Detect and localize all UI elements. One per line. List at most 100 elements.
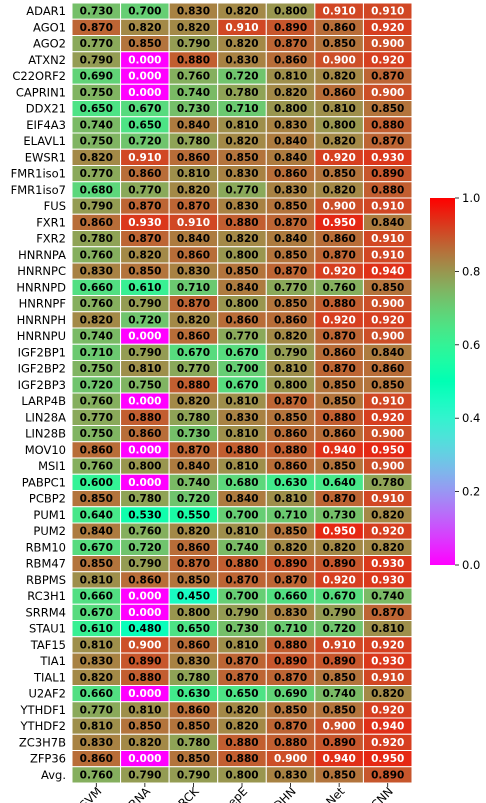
cell-value-label: 0.740 [80,331,113,343]
cell-value-label: 0.810 [225,428,258,440]
cell-value-label: 0.740 [177,87,210,99]
cell-value-label: 0.850 [371,103,404,115]
cell-value-label: 0.000 [128,54,161,66]
cell-value-label: 0.850 [80,493,113,505]
cell-value-label: 0.820 [128,737,161,749]
cell-value-label: 0.910 [225,22,258,34]
cell-value-label: 0.860 [323,87,356,99]
row-label: HNRNPC [17,264,66,278]
cell-value-label: 0.690 [80,71,113,83]
cell-value-label: 0.870 [274,721,307,733]
cell-value-label: 0.770 [80,38,113,50]
cell-value-label: 0.840 [274,152,307,164]
cell-value-label: 0.810 [80,721,113,733]
cell-value-label: 0.830 [274,607,307,619]
cell-value-label: 0.760 [80,769,113,781]
cell-value-label: 0.940 [371,266,404,278]
cell-value-label: 0.730 [177,428,210,440]
cell-value-label: 0.830 [225,168,258,180]
row-label: YTHDF2 [20,719,66,733]
cell-value-label: 0.710 [274,509,307,521]
cell-value-label: 0.850 [371,379,404,391]
row-labels: ADAR1 AGO1 AGO2 ATXN2 C22ORF2 CAPRIN1 DDX21 EIF… [11,4,67,782]
cell-value-label: 0.870 [371,71,404,83]
cell-value-label: 0.850 [323,704,356,716]
row-label: AGO1 [33,20,66,34]
cell-value-label: 0.860 [80,217,113,229]
cell-value-label: 0.710 [177,282,210,294]
cell-value-label: 0.810 [323,103,356,115]
cell-value-label: 0.920 [371,22,404,34]
cell-value-label: 0.940 [371,721,404,733]
cell-value-label: 0.800 [225,249,258,261]
cell-value-label: 0.780 [177,672,210,684]
cell-value-label: 0.820 [177,184,210,196]
cell-value-label: 0.790 [128,558,161,570]
cell-value-label: 0.790 [80,54,113,66]
cell-value-label: 0.800 [323,119,356,131]
cell-value-label: 0.660 [80,282,113,294]
cell-value-label: 0.850 [274,249,307,261]
cell-value-label: 0.850 [274,704,307,716]
cell-value-label: 0.730 [323,509,356,521]
row-label: ATXN2 [28,53,66,67]
cell-value-label: 0.850 [128,38,161,50]
cell-value-label: 0.870 [371,136,404,148]
cell-value-label: 0.850 [177,574,210,586]
row-label: HNRNPD [16,280,66,294]
column-label: EDCNN [357,784,396,803]
cell-value-label: 0.670 [225,379,258,391]
cell-value-label: 0.720 [177,493,210,505]
cell-value-label: 0.610 [128,282,161,294]
cell-value-label: 0.790 [177,38,210,50]
cell-value-label: 0.850 [274,526,307,538]
cell-value-label: 0.910 [371,249,404,261]
cell-value-label: 0.860 [323,233,356,245]
cell-value-label: 0.670 [80,607,113,619]
cell-value-label: 0.900 [323,721,356,733]
cell-value-label: 0.910 [177,217,210,229]
cell-value-label: 0.820 [323,184,356,196]
cell-value-label: 0.790 [274,347,307,359]
cell-value-label: 0.940 [323,753,356,765]
cell-value-label: 0.810 [274,493,307,505]
cell-value-label: 0.770 [80,168,113,180]
cell-value-label: 0.950 [371,753,404,765]
cell-value-label: 0.760 [177,71,210,83]
cell-value-label: 0.880 [225,558,258,570]
row-label: EIF4A3 [26,118,66,132]
cell-value-label: 0.860 [80,444,113,456]
row-label: U2AF2 [28,687,66,701]
cell-value-label: 0.800 [225,298,258,310]
cell-value-label: 0.810 [80,574,113,586]
cell-value-label: 0.920 [371,314,404,326]
cell-value-label: 0.830 [177,6,210,18]
cell-value-label: 0.890 [323,737,356,749]
cell-value-label: 0.750 [80,87,113,99]
cell-value-label: 0.850 [323,379,356,391]
cell-value-label: 0.930 [371,558,404,570]
row-label: PUM2 [33,524,66,538]
cell-value-label: 0.920 [371,54,404,66]
cell-value-label: 0.840 [225,493,258,505]
row-label: FUS [44,199,66,213]
cell-value-label: 0.880 [371,119,404,131]
cell-value-label: 0.650 [225,688,258,700]
cell-value-label: 0.720 [80,379,113,391]
cell-value-label: 0.830 [274,184,307,196]
cell-value-label: 0.770 [274,282,307,294]
cell-value-label: 0.950 [371,444,404,456]
cell-value-label: 0.840 [80,526,113,538]
colorbar-tick-label: 0.8 [462,264,480,278]
cell-value-label: 0.800 [274,6,307,18]
cell-value-label: 0.870 [225,672,258,684]
cell-value-label: 0.730 [80,6,113,18]
cell-value-label: 0.820 [80,672,113,684]
colorbar-tick-label: 1.0 [462,191,480,205]
row-label: LIN28A [25,410,66,424]
cell-value-label: 0.810 [80,639,113,651]
cell-value-label: 0.820 [371,688,404,700]
row-label: PABPC1 [22,475,66,489]
cell-value-label: 0.780 [80,233,113,245]
cell-value-label: 0.830 [225,54,258,66]
